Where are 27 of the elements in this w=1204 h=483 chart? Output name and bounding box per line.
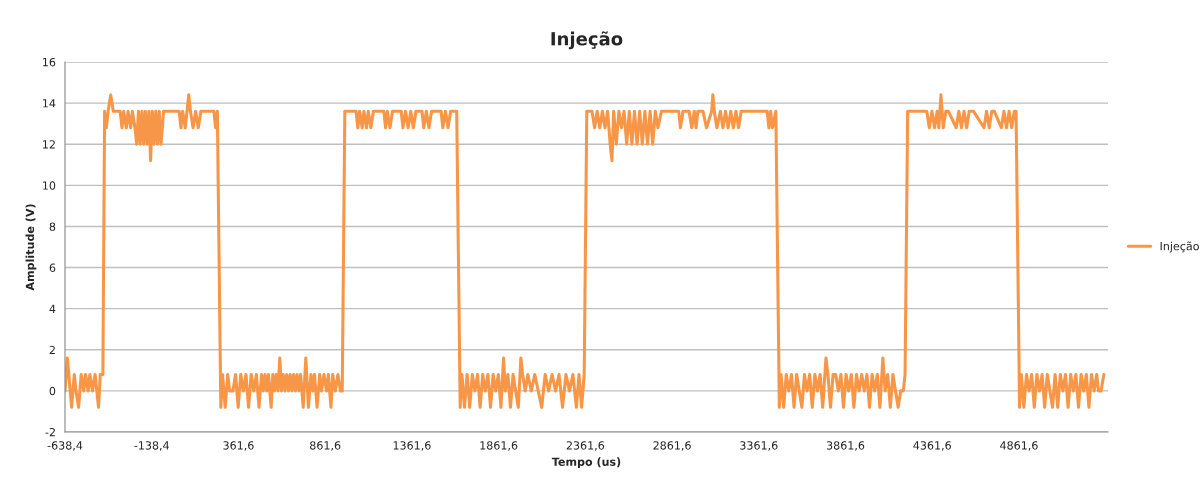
x-axis-title: Tempo (us): [551, 457, 621, 469]
legend-label: Injeção: [1160, 241, 1199, 253]
y-tick-label: 6: [49, 263, 56, 272]
y-tick-label: 10: [43, 181, 56, 190]
y-tick-label: 12: [43, 140, 55, 149]
y-tick-label: 0: [49, 386, 56, 396]
x-tick-label: 861,6: [310, 441, 341, 451]
x-tick-label: 361,6: [223, 441, 254, 451]
y-axis-title: Amplitude (V): [25, 204, 37, 291]
y-tick-label: 16: [43, 57, 56, 67]
y-tick-label: 8: [49, 222, 56, 231]
x-tick-label: 3361,6: [740, 441, 778, 451]
x-tick-label: 1361,6: [393, 441, 431, 451]
x-tick-label: -638,4: [47, 441, 83, 451]
y-tick-label: 14: [43, 99, 56, 108]
line-series: [65, 93, 1106, 409]
x-tick-label: 2361,6: [566, 441, 605, 451]
x-tick-label: 3861,6: [826, 441, 865, 451]
x-tick-label: 4861,6: [1000, 441, 1038, 451]
x-tick-label: -138,4: [134, 441, 170, 451]
x-tick-label: 1861,6: [480, 441, 518, 451]
x-tick-label: 4361,6: [913, 441, 951, 451]
y-tick-label: 2: [49, 345, 55, 354]
y-tick-label: 4: [49, 304, 56, 313]
chart-title: Injeção: [551, 31, 623, 50]
y-tick-label: -2: [45, 427, 55, 437]
x-tick-label: 2861,6: [653, 441, 691, 451]
